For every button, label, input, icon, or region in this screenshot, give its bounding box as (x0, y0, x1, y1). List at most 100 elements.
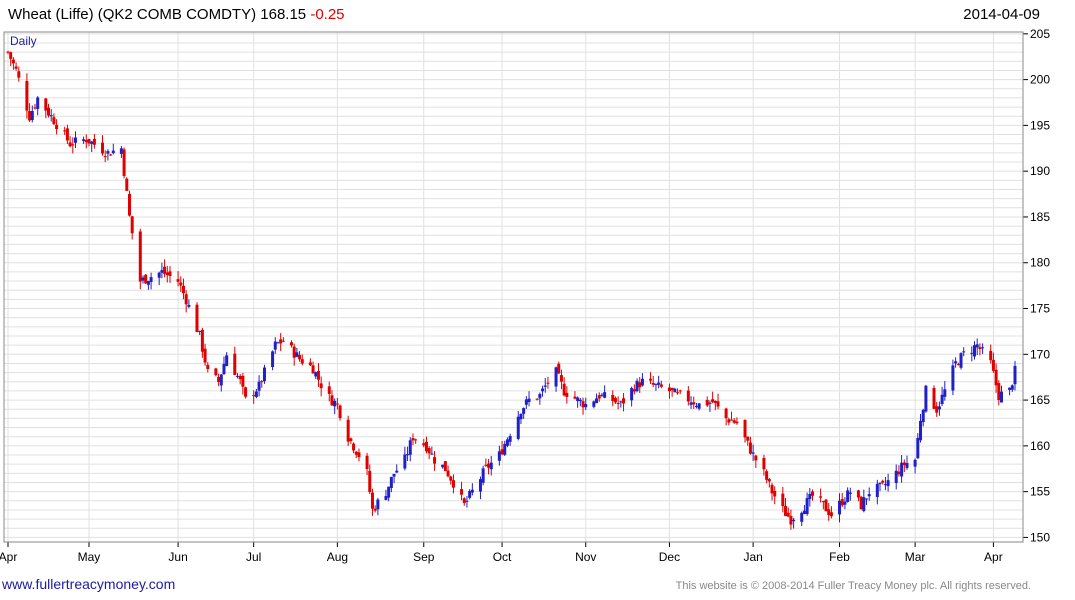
candle-body (271, 351, 275, 368)
candle-body (578, 399, 582, 402)
candle-body (692, 402, 696, 405)
candle-body (352, 443, 356, 451)
candle-body (478, 479, 482, 492)
candle-body (581, 401, 585, 408)
candle-body (754, 455, 758, 461)
candle-body (978, 347, 982, 349)
candle-body (500, 449, 504, 455)
candle-body (541, 388, 545, 392)
candle-body (181, 285, 185, 294)
candle-body (508, 435, 512, 442)
candle-body (55, 124, 59, 130)
candle-body (786, 512, 790, 517)
candle-body (71, 144, 75, 146)
candle-body (84, 140, 88, 143)
candle-body (994, 369, 998, 386)
candle-body (859, 496, 863, 510)
candle-body (489, 462, 493, 470)
candle-body (584, 404, 588, 408)
candle-body (535, 398, 539, 400)
candle-body (373, 508, 377, 511)
candle-body (63, 130, 67, 132)
candle-body (260, 381, 264, 383)
candle-body (484, 464, 488, 466)
candle-body (897, 471, 901, 475)
candle-body (959, 353, 963, 368)
candle-body (146, 281, 150, 285)
candle-body (913, 459, 917, 467)
x-tick-label: Jan (743, 550, 762, 564)
candle-body (765, 471, 769, 480)
candle-body (821, 501, 825, 503)
candle-body (168, 271, 172, 276)
candle-body (25, 81, 29, 111)
candle-body (632, 389, 636, 392)
candle-body (49, 115, 53, 117)
candle-body (805, 498, 809, 515)
website-link[interactable]: www.fullertreacymoney.com (2, 576, 176, 592)
candle-body (735, 421, 739, 424)
x-tick-label: Jul (246, 550, 261, 564)
y-tick-label: 155 (1030, 485, 1050, 499)
candle-body (973, 345, 977, 357)
candle-body (557, 363, 561, 374)
candle-body (886, 480, 890, 487)
candle-body (370, 492, 374, 509)
candle-body (862, 497, 866, 512)
candle-body (92, 138, 96, 145)
candle-body (138, 231, 142, 282)
y-tick-label: 180 (1030, 256, 1050, 270)
candle-body (281, 340, 285, 342)
candle-body (276, 342, 280, 344)
x-tick-label: Dec (659, 550, 680, 564)
candle-body (875, 483, 879, 498)
candle-body (748, 442, 752, 454)
candle-body (403, 454, 407, 469)
x-tick-label: Sep (413, 550, 435, 564)
candle-body (935, 406, 939, 413)
candle-body (195, 304, 199, 332)
candle-body (678, 390, 682, 392)
candle-body (214, 368, 218, 376)
candle-body (732, 420, 736, 423)
candle-body (289, 342, 293, 346)
candle-body (503, 443, 507, 455)
candle-body (730, 419, 734, 421)
candle-body (414, 439, 418, 441)
candle-body (487, 463, 491, 468)
candle-body (573, 396, 577, 399)
candle-body (613, 397, 617, 403)
candle-body (808, 494, 812, 500)
candle-body (997, 383, 1001, 401)
candle-body (697, 403, 701, 409)
candle-body (654, 384, 658, 386)
candle-body (546, 382, 550, 384)
candle-body (789, 515, 793, 525)
candle-body (365, 455, 369, 470)
candle-body (600, 394, 604, 396)
candle-body (389, 476, 393, 488)
candle-body (6, 51, 10, 53)
candle-body (65, 128, 69, 141)
candle-body (222, 363, 226, 375)
candle-body (316, 370, 320, 380)
candle-body (867, 494, 871, 497)
candle-body (144, 274, 148, 284)
x-tick-label: Feb (829, 550, 850, 564)
candle-body (225, 355, 229, 366)
candle-body (902, 462, 906, 466)
candle-body (252, 395, 256, 397)
candle-body (217, 376, 221, 382)
candle-body (427, 448, 431, 454)
candle-body (424, 441, 428, 452)
candle-body (433, 457, 437, 464)
candle-body (792, 519, 796, 522)
candle-body (460, 489, 464, 495)
candle-body (319, 383, 323, 389)
candle-body (127, 193, 131, 216)
candle-body (622, 398, 626, 404)
candle-body (638, 382, 642, 388)
candle-body (333, 400, 337, 407)
candle-body (846, 490, 850, 502)
candle-body (470, 489, 474, 493)
